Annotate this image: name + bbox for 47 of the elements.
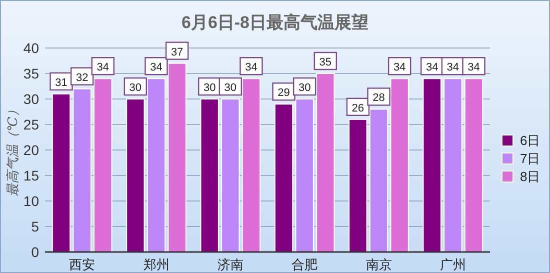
y-tick-label: 0 bbox=[31, 244, 40, 260]
legend-label: 6日 bbox=[520, 133, 540, 148]
bar bbox=[200, 98, 219, 252]
x-tick-label: 济南 bbox=[217, 258, 244, 273]
data-label: 34 bbox=[393, 62, 406, 74]
bar bbox=[444, 78, 462, 252]
data-label: 26 bbox=[352, 102, 364, 114]
data-label: 28 bbox=[372, 92, 385, 104]
bar bbox=[221, 98, 240, 252]
legend-label: 7日 bbox=[520, 151, 540, 166]
data-label: 30 bbox=[203, 82, 216, 94]
y-tick-label: 40 bbox=[23, 40, 40, 56]
data-label: 34 bbox=[446, 62, 460, 74]
x-tick-label: 郑州 bbox=[143, 258, 170, 273]
y-tick-label: 10 bbox=[23, 193, 40, 209]
data-label: 34 bbox=[245, 62, 258, 74]
data-label: 30 bbox=[224, 82, 237, 94]
x-tick-label: 广州 bbox=[440, 258, 466, 273]
y-tick-label: 20 bbox=[23, 142, 40, 158]
x-tick-label: 合肥 bbox=[292, 258, 318, 273]
y-tick-label: 35 bbox=[23, 66, 40, 82]
x-tick-label: 西安 bbox=[69, 257, 96, 273]
y-tick-label: 25 bbox=[23, 116, 40, 132]
bar bbox=[274, 104, 294, 252]
data-label: 34 bbox=[96, 62, 110, 74]
y-axis-title: 最高气温（℃） bbox=[5, 104, 21, 196]
data-label: 37 bbox=[170, 46, 184, 58]
legend-label: 8日 bbox=[520, 169, 540, 184]
bar bbox=[52, 93, 71, 252]
bar bbox=[422, 78, 442, 252]
bar bbox=[348, 118, 368, 252]
data-label: 32 bbox=[76, 72, 88, 84]
data-label: 30 bbox=[298, 82, 311, 94]
data-label: 34 bbox=[426, 62, 438, 74]
y-tick-label: 5 bbox=[31, 218, 40, 234]
data-label: 35 bbox=[319, 56, 332, 68]
data-label: 34 bbox=[468, 62, 480, 74]
data-label: 34 bbox=[150, 62, 162, 74]
y-tick-label: 30 bbox=[23, 91, 40, 107]
x-tick-label: 南京 bbox=[366, 258, 392, 273]
y-tick-label: 15 bbox=[23, 168, 40, 184]
data-label: 29 bbox=[278, 87, 290, 100]
bar bbox=[464, 78, 484, 252]
data-label: 30 bbox=[129, 82, 142, 94]
data-label: 31 bbox=[55, 76, 68, 89]
bar bbox=[126, 98, 145, 252]
chart-title: 6月6日-8日最高气温展望 bbox=[181, 13, 369, 32]
